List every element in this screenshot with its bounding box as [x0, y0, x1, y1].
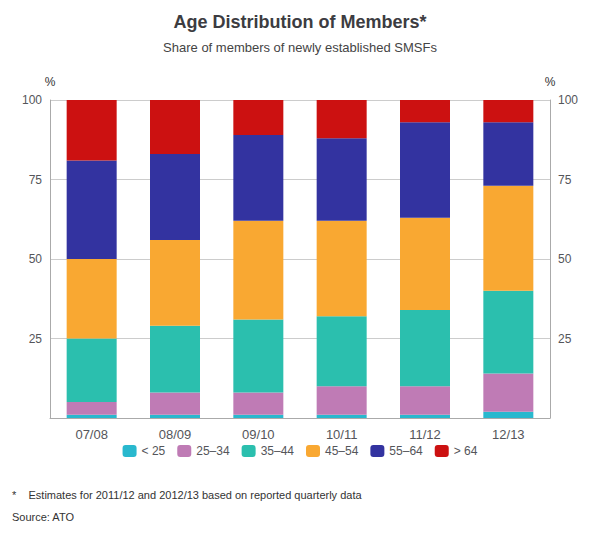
svg-text:45–54: 45–54 — [325, 444, 359, 458]
svg-text:25: 25 — [29, 332, 43, 346]
svg-text:Source: ATO: Source: ATO — [12, 511, 74, 523]
svg-text:%: % — [45, 75, 56, 89]
svg-text:%: % — [545, 75, 556, 89]
svg-text:12/13: 12/13 — [492, 427, 525, 442]
svg-text:50: 50 — [558, 252, 572, 266]
svg-text:10/11: 10/11 — [326, 427, 358, 442]
svg-text:55–64: 55–64 — [389, 444, 423, 458]
svg-text:75: 75 — [29, 173, 43, 187]
svg-text:11/12: 11/12 — [409, 427, 441, 442]
svg-text:09/10: 09/10 — [242, 427, 275, 442]
svg-text:07/08: 07/08 — [75, 427, 108, 442]
svg-text:Share of members of newly esta: Share of members of newly established SM… — [163, 40, 437, 55]
svg-text:< 25: < 25 — [142, 444, 166, 458]
svg-text:08/09: 08/09 — [159, 427, 192, 442]
svg-text:25: 25 — [558, 332, 572, 346]
svg-text:100: 100 — [22, 93, 42, 107]
svg-text:* Estimates for 2011/12 and: * Estimates for 2011/12 and 2012/13 base… — [12, 489, 362, 501]
svg-text:100: 100 — [558, 93, 578, 107]
svg-text:> 64: > 64 — [454, 444, 478, 458]
svg-text:50: 50 — [29, 252, 43, 266]
svg-text:35–44: 35–44 — [261, 444, 295, 458]
svg-text:25–34: 25–34 — [196, 444, 230, 458]
svg-text:75: 75 — [558, 173, 572, 187]
svg-text:Age Distribution of Members*: Age Distribution of Members* — [173, 12, 426, 32]
